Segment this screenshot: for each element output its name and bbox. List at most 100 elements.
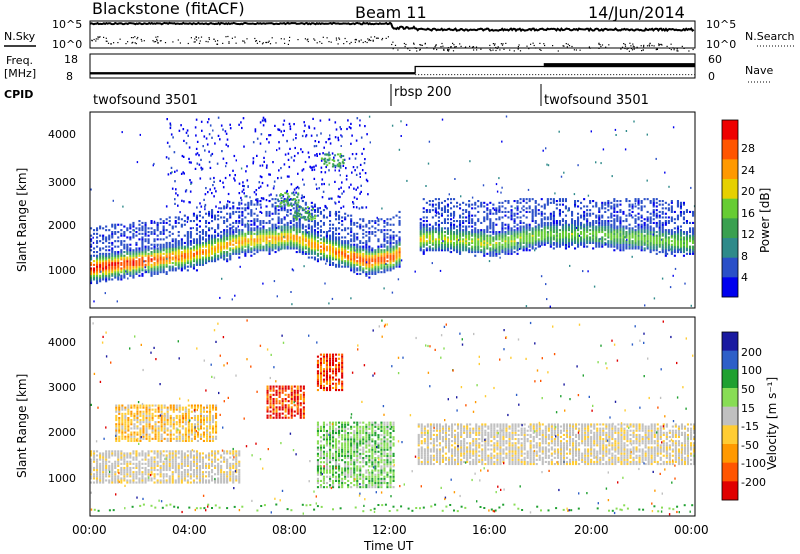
power-cell	[501, 245, 504, 248]
power-cell	[329, 258, 332, 261]
nsearch-label: N.Search	[745, 30, 795, 43]
power-cell	[586, 221, 589, 224]
power-cell	[280, 209, 283, 212]
power-cell	[595, 238, 598, 241]
power-cell	[96, 260, 99, 263]
power-cell	[359, 172, 361, 175]
power-cell	[153, 269, 156, 272]
power-cell	[199, 177, 202, 180]
power-cell	[448, 193, 450, 196]
power-cell	[310, 236, 313, 239]
nsearch-point	[368, 39, 370, 42]
power-cell	[443, 247, 446, 250]
power-cell	[96, 274, 99, 277]
nsearch-point	[370, 36, 372, 38]
power-cell	[186, 252, 189, 255]
power-cell	[150, 271, 153, 274]
power-cell	[168, 223, 171, 226]
power-cell	[177, 252, 180, 255]
nsearch-point	[269, 43, 272, 45]
power-cell	[450, 212, 453, 215]
power-cell	[628, 241, 631, 244]
power-cell	[211, 256, 214, 259]
power-cell	[159, 249, 162, 252]
power-cell	[552, 200, 555, 203]
power-cell	[540, 205, 543, 208]
power-cell	[289, 234, 292, 237]
power-cell	[328, 157, 331, 160]
power-cell	[229, 214, 232, 217]
power-cell	[180, 124, 182, 127]
power-cell	[589, 209, 592, 212]
power-cell	[689, 210, 692, 213]
power-cell	[446, 243, 449, 246]
power-cell	[322, 214, 325, 217]
power-cell	[419, 234, 422, 237]
power-cell	[350, 297, 352, 300]
power-cell	[571, 234, 574, 237]
power-cell	[332, 231, 335, 234]
power-cell	[264, 118, 267, 121]
power-cell	[564, 214, 567, 217]
power-cell	[679, 205, 682, 208]
nave-tick-bottom: 0	[708, 70, 715, 83]
power-cell	[303, 217, 306, 220]
power-cell	[552, 234, 555, 237]
power-cell	[492, 232, 495, 235]
power-cell	[162, 269, 165, 272]
power-cell	[450, 214, 453, 217]
power-cell	[362, 247, 365, 250]
power-cell	[652, 205, 655, 208]
power-cell	[238, 221, 241, 224]
power-cell	[301, 247, 304, 250]
power-cell	[474, 249, 477, 252]
power-cell	[685, 241, 688, 244]
power-cell	[437, 231, 440, 234]
power-cell	[374, 234, 377, 237]
power-cell	[492, 223, 495, 226]
nsearch-point	[127, 41, 129, 43]
power-cell	[667, 220, 670, 223]
nsearch-point	[134, 42, 136, 44]
power-cell	[558, 200, 561, 203]
power-cell	[277, 247, 280, 250]
power-cell	[189, 256, 192, 259]
nsearch-point	[244, 42, 246, 44]
power-cell	[99, 256, 102, 259]
power-cell	[468, 249, 471, 252]
power-cell	[377, 238, 380, 241]
power-cell	[558, 212, 561, 215]
power-cell	[498, 243, 501, 246]
power-cell	[664, 251, 667, 254]
power-cell	[283, 223, 286, 226]
power-cell	[377, 223, 380, 226]
power-cell	[280, 193, 282, 196]
power-cell	[564, 205, 567, 208]
power-cell	[211, 234, 214, 237]
power-cell	[616, 245, 619, 248]
power-cell	[244, 243, 247, 246]
power-cell	[117, 240, 120, 243]
power-cell	[334, 164, 337, 167]
power-cell	[198, 249, 201, 252]
power-cell	[293, 214, 296, 217]
power-cell	[622, 232, 625, 235]
power-cell	[386, 236, 389, 239]
power-cell	[422, 227, 425, 230]
power-cell	[220, 254, 223, 257]
power-cell	[395, 245, 398, 248]
power-cell	[510, 234, 513, 237]
power-cell	[586, 225, 589, 228]
power-cell	[189, 243, 192, 246]
power-cell	[676, 227, 679, 230]
power-cell	[186, 220, 189, 223]
power-cell	[670, 243, 673, 246]
power-cell	[99, 260, 102, 263]
power-cell	[613, 245, 616, 248]
power-cell	[525, 249, 528, 252]
nsearch-point	[222, 42, 224, 44]
power-cell	[543, 205, 546, 208]
power-cell	[259, 229, 262, 232]
power-cell	[555, 234, 558, 237]
nsearch-point	[152, 40, 154, 42]
